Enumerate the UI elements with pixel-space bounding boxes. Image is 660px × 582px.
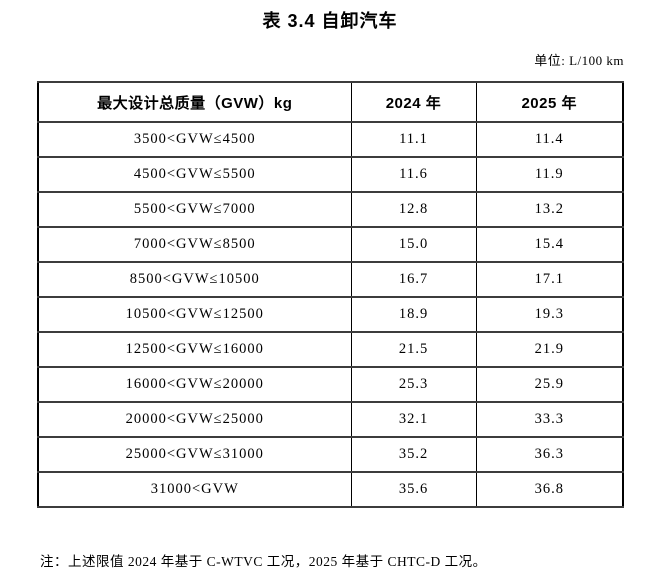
table-row: 8500<GVW≤10500 16.7 17.1 — [37, 261, 624, 298]
footnote: 注：上述限值 2024 年基于 C-WTVC 工况，2025 年基于 CHTC-… — [40, 554, 487, 569]
value-2024-cell: 32.1 — [350, 401, 477, 438]
value-2025-cell: 21.9 — [475, 331, 624, 368]
gvw-range-cell: 8500<GVW≤10500 — [37, 261, 352, 298]
value-2024-cell: 15.0 — [350, 226, 477, 263]
header-gvw: 最大设计总质量（GVW）kg — [37, 81, 352, 123]
table-row: 31000<GVW 35.6 36.8 — [37, 471, 624, 508]
value-2025-cell: 19.3 — [475, 296, 624, 333]
unit-label: 单位: L/100 km — [534, 53, 624, 68]
gvw-range-cell: 25000<GVW≤31000 — [37, 436, 352, 473]
gvw-range-cell: 5500<GVW≤7000 — [37, 191, 352, 228]
gvw-range-cell: 31000<GVW — [37, 471, 352, 508]
table-row: 3500<GVW≤4500 11.1 11.4 — [37, 121, 624, 158]
table-row: 25000<GVW≤31000 35.2 36.3 — [37, 436, 624, 473]
value-2025-cell: 36.8 — [475, 471, 624, 508]
header-row: 最大设计总质量（GVW）kg 2024 年 2025 年 — [37, 81, 624, 123]
value-2024-cell: 18.9 — [350, 296, 477, 333]
table-title: 表 3.4 自卸汽车 — [262, 11, 398, 31]
gvw-range-cell: 3500<GVW≤4500 — [37, 121, 352, 158]
gvw-range-cell: 4500<GVW≤5500 — [37, 156, 352, 193]
gvw-range-cell: 7000<GVW≤8500 — [37, 226, 352, 263]
table-row: 16000<GVW≤20000 25.3 25.9 — [37, 366, 624, 403]
table-row: 5500<GVW≤7000 12.8 13.2 — [37, 191, 624, 228]
value-2024-cell: 21.5 — [350, 331, 477, 368]
value-2025-cell: 13.2 — [475, 191, 624, 228]
gvw-range-cell: 12500<GVW≤16000 — [37, 331, 352, 368]
gvw-range-cell: 16000<GVW≤20000 — [37, 366, 352, 403]
value-2025-cell: 11.9 — [475, 156, 624, 193]
table-row: 20000<GVW≤25000 32.1 33.3 — [37, 401, 624, 438]
value-2025-cell: 15.4 — [475, 226, 624, 263]
value-2024-cell: 35.6 — [350, 471, 477, 508]
header-2024: 2024 年 — [350, 81, 477, 123]
value-2025-cell: 17.1 — [475, 261, 624, 298]
value-2024-cell: 11.6 — [350, 156, 477, 193]
value-2024-cell: 11.1 — [350, 121, 477, 158]
table-row: 10500<GVW≤12500 18.9 19.3 — [37, 296, 624, 333]
fuel-limit-table: 最大设计总质量（GVW）kg 2024 年 2025 年 3500<GVW≤45… — [37, 81, 624, 508]
gvw-range-cell: 20000<GVW≤25000 — [37, 401, 352, 438]
table-row: 7000<GVW≤8500 15.0 15.4 — [37, 226, 624, 263]
value-2024-cell: 12.8 — [350, 191, 477, 228]
gvw-range-cell: 10500<GVW≤12500 — [37, 296, 352, 333]
value-2024-cell: 16.7 — [350, 261, 477, 298]
value-2025-cell: 11.4 — [475, 121, 624, 158]
value-2025-cell: 36.3 — [475, 436, 624, 473]
header-2025: 2025 年 — [475, 81, 624, 123]
value-2024-cell: 35.2 — [350, 436, 477, 473]
value-2024-cell: 25.3 — [350, 366, 477, 403]
table-row: 12500<GVW≤16000 21.5 21.9 — [37, 331, 624, 368]
value-2025-cell: 33.3 — [475, 401, 624, 438]
value-2025-cell: 25.9 — [475, 366, 624, 403]
table-row: 4500<GVW≤5500 11.6 11.9 — [37, 156, 624, 193]
